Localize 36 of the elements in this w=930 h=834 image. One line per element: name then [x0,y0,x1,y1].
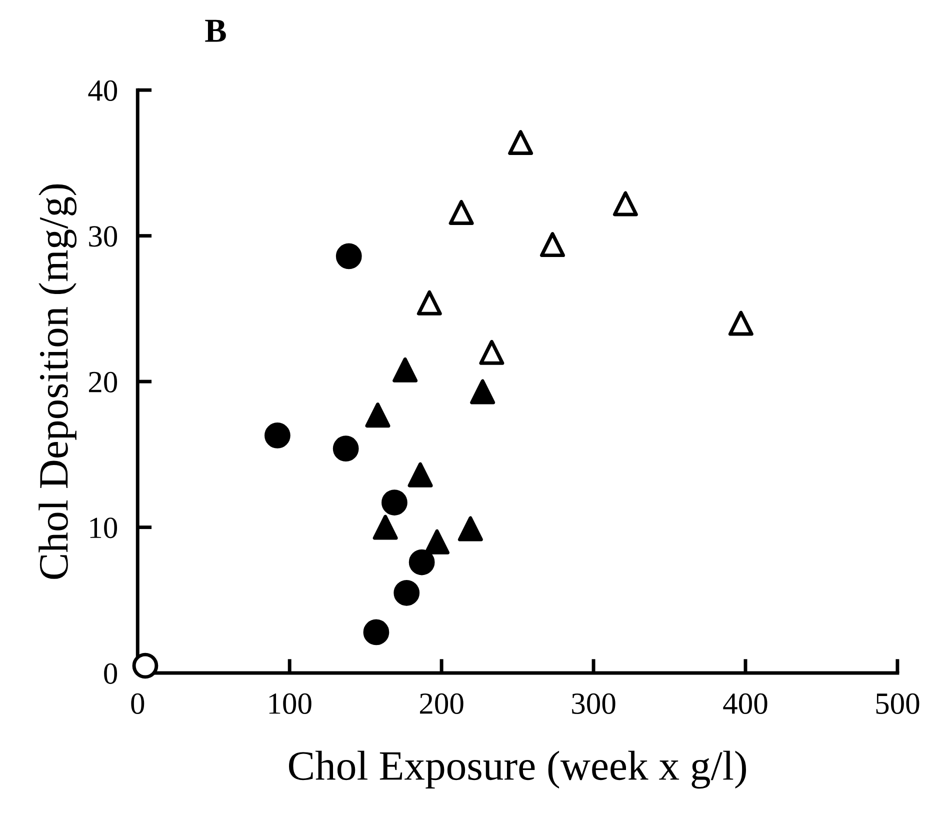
point [458,516,483,542]
point [470,379,496,404]
point [479,340,504,365]
point [264,422,290,448]
point [363,619,390,646]
chart-title: B [205,20,226,42]
point [416,290,442,316]
x-tick-label: 300 [572,693,616,714]
point [372,514,398,540]
point [132,652,158,679]
y-tick-label: 0 [104,663,118,684]
point [365,402,390,428]
point [392,357,418,382]
point [448,200,474,225]
point [336,243,362,270]
y-tick-label: 10 [90,518,118,538]
point [508,130,534,156]
y-tick-label: 30 [89,226,118,247]
x-tick-label: 500 [876,693,920,714]
y-tick-label: 40 [88,80,118,101]
point [728,310,754,336]
point [394,580,420,606]
point [332,436,359,462]
point [408,549,435,576]
x-tick-label: 200 [420,693,464,714]
x-tick-label: 100 [269,693,312,714]
x-tick-label: 0 [131,693,144,714]
y-axis-title: Chol Deposition (mg/g) [38,184,77,579]
y-tick-label: 20 [88,372,118,392]
x-axis-title: Chol Exposure (week x g/l) [288,750,746,789]
point [424,529,450,554]
point [612,191,638,216]
point [408,462,433,488]
x-tick-label: 400 [723,693,768,714]
point [540,232,565,258]
point [382,490,408,516]
